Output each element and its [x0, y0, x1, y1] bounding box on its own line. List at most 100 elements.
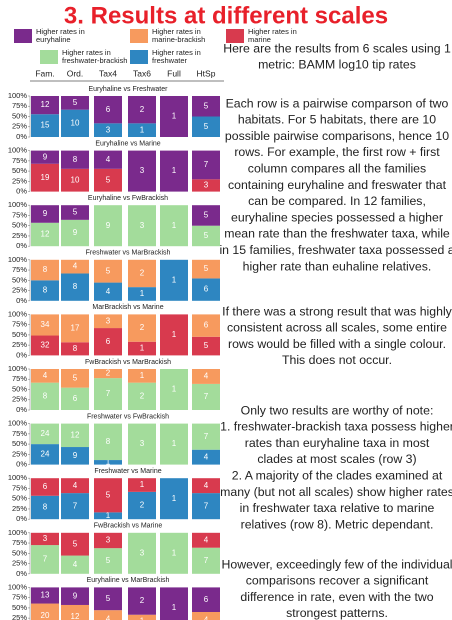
bar-segment [192, 116, 220, 137]
bar-label: 9 [73, 591, 78, 600]
bar-segment [128, 314, 156, 342]
bar-label: 4 [204, 481, 209, 490]
bar-segment [94, 460, 122, 465]
bar-label: 2 [106, 369, 111, 378]
paragraph-line: euryhaline species possessed a higher [231, 210, 443, 224]
bar-label: 4 [73, 560, 78, 569]
bar-segment [61, 205, 89, 220]
bar-label: 1 [172, 330, 177, 339]
bar-segment [31, 335, 59, 356]
bar-label: 8 [73, 344, 78, 353]
legend-label: freshwater-brackish [62, 56, 127, 65]
bar-segment [94, 168, 122, 192]
paragraph-line: clades at most scales (row 3) [257, 452, 416, 466]
bar-segment [61, 342, 89, 356]
bar-segment [192, 179, 220, 192]
bar-label: 5 [73, 98, 78, 107]
chart-title: Euryhaline vs Marine [95, 140, 160, 147]
bar-label: 8 [43, 286, 48, 295]
y-tick-label: 25% [12, 395, 27, 404]
bar-label: 8 [106, 437, 111, 446]
y-tick-label: 100% [8, 146, 28, 155]
bar-segment [31, 222, 59, 247]
y-tick-label: 0% [16, 460, 27, 469]
bar-label: 1 [140, 289, 145, 298]
bar-segment [160, 150, 188, 192]
bar-label: 5 [204, 211, 209, 220]
bar-label: 10 [71, 175, 80, 184]
y-tick-label: 0% [16, 187, 27, 196]
bar-label: 4 [73, 262, 78, 271]
y-tick-label: 25% [12, 122, 27, 131]
paragraph-line: rows would be filled with a single colou… [228, 337, 446, 351]
bar-segment [192, 369, 220, 384]
bar-segment [160, 587, 188, 620]
bar-segment [61, 604, 89, 620]
chart-title: MarBrackish vs Marine [92, 304, 163, 311]
bar-label: 1 [140, 617, 145, 620]
bar-segment [61, 555, 89, 574]
bar-segment [61, 150, 89, 169]
bar-segment [94, 205, 122, 247]
bar-segment [31, 478, 59, 496]
bar-segment [61, 532, 89, 556]
bar-segment [94, 548, 122, 574]
bar-segment [31, 382, 59, 410]
bar-label: 5 [106, 266, 111, 275]
paragraph-line: Only two results are worthy of note: [241, 403, 434, 417]
bar-label: 4 [204, 535, 209, 544]
y-tick-label: 25% [12, 449, 27, 458]
chart-title: FwBrackish vs Marine [94, 523, 163, 530]
bar-label: 4 [204, 372, 209, 381]
bar-label: 1 [172, 548, 177, 557]
bar-segment [128, 259, 156, 288]
paragraph-line: mean rate than the freshwater taxa, whil… [224, 227, 450, 241]
bar-label: 2 [140, 269, 145, 278]
y-tick-label: 50% [12, 166, 27, 175]
bar-label: 6 [73, 394, 78, 403]
y-tick-label: 75% [12, 265, 27, 274]
paragraph-line: containing euryhaline and freswater that [228, 178, 447, 192]
bar-label: 2 [140, 596, 145, 605]
bar-segment [61, 387, 89, 410]
bar-segment [94, 282, 122, 301]
bar-label: 1 [106, 457, 111, 466]
bar-label: 24 [41, 449, 50, 458]
paragraph-line: However, exceedingly few of the individu… [221, 557, 452, 571]
y-tick-label: 100% [8, 91, 28, 100]
legend-label: euryhaline [36, 35, 71, 44]
bar-label: 8 [43, 503, 48, 512]
bar-label: 1 [172, 112, 177, 121]
y-tick-label: 50% [12, 330, 27, 339]
bar-label: 5 [106, 556, 111, 565]
y-tick-label: 100% [8, 200, 28, 209]
bar-label: 20 [41, 611, 50, 620]
bar-label: 7 [204, 160, 209, 169]
y-tick-label: 75% [12, 593, 27, 602]
bar-segment [61, 478, 89, 494]
y-tick-label: 100% [8, 364, 28, 373]
bar-label: 4 [204, 615, 209, 620]
bar-segment [128, 478, 156, 492]
column-header: Full [167, 68, 181, 78]
legend-swatch [130, 50, 148, 64]
bar-label: 9 [73, 228, 78, 237]
bar-segment [94, 512, 122, 520]
bar-label: 6 [106, 337, 111, 346]
bar-segment [94, 587, 122, 611]
y-tick-label: 50% [12, 275, 27, 284]
bar-segment [128, 123, 156, 137]
bar-segment [94, 259, 122, 283]
y-tick-label: 50% [12, 221, 27, 230]
y-tick-label: 75% [12, 320, 27, 329]
bar-label: 4 [73, 481, 78, 490]
bar-label: 3 [140, 548, 145, 557]
legend-label: marine [248, 35, 271, 44]
bar-label: 3 [140, 166, 145, 175]
chart-title: Euryhaline vs Freshwater [89, 86, 169, 93]
bar-label: 1 [172, 494, 177, 503]
bar-segment [192, 150, 220, 180]
bar-segment [192, 205, 220, 226]
bar-segment [192, 336, 220, 356]
bar-label: 1 [140, 125, 145, 134]
